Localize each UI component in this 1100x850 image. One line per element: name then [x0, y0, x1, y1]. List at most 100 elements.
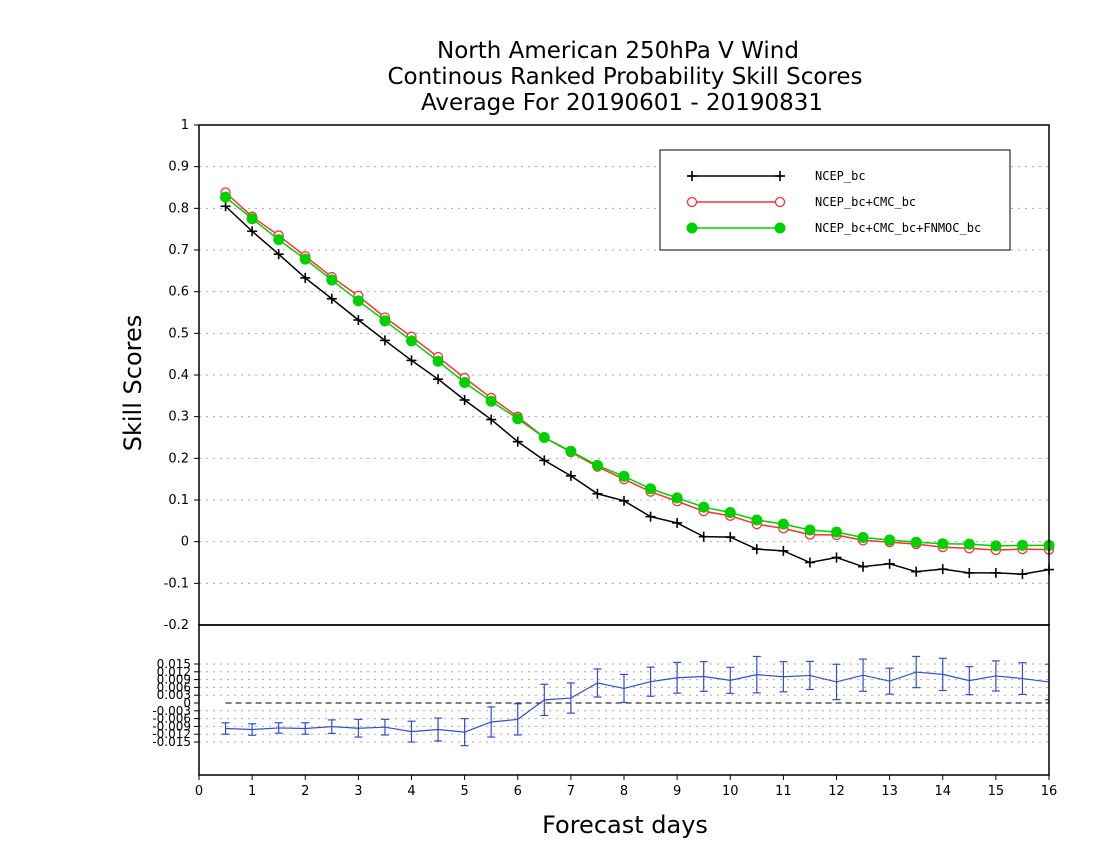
data-point-ncep-bc	[486, 414, 497, 425]
data-point-ncep-bc	[353, 315, 364, 325]
error-bar	[912, 655, 921, 689]
error-bar	[274, 722, 283, 734]
error-bar	[513, 703, 522, 736]
error-bar	[593, 668, 602, 698]
data-point-ncep-bc-cmc-bc-fnmoc-bc	[565, 445, 577, 457]
legend-label: NCEP_bc+CMC_bc+FNMOC_bc	[815, 221, 981, 235]
error-bar	[487, 706, 496, 738]
x-tick-label: 9	[673, 784, 681, 799]
diff-y-tick-label: 0.015	[157, 657, 191, 671]
x-tick-label: 3	[354, 784, 362, 799]
data-point-ncep-bc	[539, 455, 550, 466]
main-y-tick-label: 0.1	[168, 493, 189, 508]
error-bar	[673, 661, 682, 694]
data-point-ncep-bc-cmc-bc-fnmoc-bc	[379, 315, 391, 327]
error-bar	[1045, 663, 1049, 701]
y-axis-title: Skill Scores	[119, 315, 147, 452]
data-point-ncep-bc	[565, 470, 576, 481]
data-point-ncep-bc-cmc-bc-fnmoc-bc	[273, 234, 285, 246]
x-tick-label: 0	[195, 784, 203, 799]
data-point-ncep-bc	[1017, 569, 1028, 580]
data-point-ncep-bc	[326, 293, 337, 304]
data-point-ncep-bc-cmc-bc-fnmoc-bc	[432, 355, 444, 367]
data-point-ncep-bc	[698, 531, 709, 542]
main-y-tick-labels: -0.1 0 0.1 0.2 0.3 0.4 0.5 0.6 0.7 0.8 0.9 1 -0.2	[164, 118, 189, 633]
x-axis-title: Forecast days	[542, 811, 708, 839]
x-tick-label: 4	[407, 784, 415, 799]
error-bar	[407, 720, 416, 743]
main-y-tick-label: 0.7	[168, 243, 189, 258]
data-point-ncep-bc	[964, 567, 975, 578]
data-point-ncep-bc	[990, 567, 1001, 578]
diff-y-tick-label: 0.012	[157, 665, 191, 679]
legend-marker-start	[686, 196, 698, 208]
legend-entry-ncep-bc-cmc-bc: NCEP_bc+CMC_bc	[686, 195, 916, 209]
main-y-tick-label: 0.8	[168, 201, 189, 216]
series-ncep-bc-cmc-bc-fnmoc-bc	[220, 191, 1055, 552]
diff-y-tick-label: 0.006	[157, 680, 191, 694]
data-point-ncep-bc-cmc-bc-fnmoc-bc	[618, 470, 630, 482]
diff-y-tick-label: -0.015	[152, 735, 191, 749]
data-point-ncep-bc	[778, 545, 789, 556]
legend-marker-end	[775, 171, 785, 181]
data-point-ncep-bc-cmc-bc-fnmoc-bc	[884, 534, 896, 546]
x-tick-label: 7	[567, 784, 575, 799]
main-y-tick-label: 0.6	[168, 285, 189, 300]
error-bar	[726, 666, 735, 694]
main-y-tick-label: 0.3	[168, 410, 189, 425]
data-point-ncep-bc-cmc-bc-fnmoc-bc	[485, 395, 497, 407]
data-point-ncep-bc-cmc-bc-fnmoc-bc	[512, 413, 524, 425]
main-y-tick-label: 0.4	[168, 368, 189, 383]
main-y-tick-label: 0	[181, 535, 189, 550]
error-bar	[779, 661, 788, 693]
x-tick-label: 6	[514, 784, 522, 799]
diff-y-tick-label: 0	[183, 696, 191, 710]
data-point-ncep-bc	[512, 436, 523, 447]
error-bar	[991, 660, 1000, 692]
data-point-ncep-bc	[645, 511, 656, 522]
diff-y-tick-labels: -0.015-0.012-0.009-0.006-0.00300.0030.00…	[152, 657, 191, 749]
x-tick-label: 11	[775, 784, 792, 799]
x-tick-label: 13	[881, 784, 898, 799]
data-point-ncep-bc-cmc-bc-fnmoc-bc	[645, 483, 657, 495]
error-bar	[301, 722, 310, 735]
data-point-ncep-bc	[406, 355, 417, 366]
data-point-ncep-bc-cmc-bc-fnmoc-bc	[326, 274, 338, 286]
main-panel-series	[220, 187, 1055, 580]
data-point-ncep-bc-cmc-bc-fnmoc-bc	[220, 191, 232, 203]
legend-marker-end	[774, 196, 786, 208]
error-bar	[965, 665, 974, 696]
title-line-1: North American 250hPa V Wind	[437, 38, 799, 64]
diff-y-tick-label: -0.003	[152, 704, 191, 718]
legend: NCEP_bc NCEP_bc+CMC_bc NCEP_bc+CMC_bc+FNMO…	[659, 149, 1011, 251]
error-bar	[248, 723, 257, 736]
data-point-ncep-bc-cmc-bc-fnmoc-bc	[246, 213, 258, 225]
data-point-ncep-bc	[751, 544, 762, 555]
series-line-ncep-bc	[225, 205, 1050, 575]
error-bar	[859, 658, 868, 692]
data-point-ncep-bc-cmc-bc-fnmoc-bc	[831, 526, 842, 538]
data-point-ncep-bc-cmc-bc-fnmoc-bc	[751, 514, 763, 526]
data-point-ncep-bc	[379, 335, 390, 346]
legend-marker-end	[774, 222, 786, 234]
data-point-ncep-bc-cmc-bc-fnmoc-bc	[406, 335, 417, 347]
error-bar	[460, 717, 469, 747]
data-point-ncep-bc	[592, 488, 603, 499]
x-tick-labels: 0 1 2 3 4 5 6 7 8 9 10 11 12 13 14 15 16	[195, 775, 1057, 799]
diff-y-tick-label: 0.009	[157, 673, 191, 687]
data-point-ncep-bc-cmc-bc-fnmoc-bc	[990, 540, 1002, 552]
main-y-tick-label: 0.2	[168, 451, 189, 466]
main-y-tick-label: 1	[181, 118, 189, 133]
legend-marker-start	[686, 222, 698, 234]
x-tick-label: 2	[301, 784, 309, 799]
title-line-3: Average For 20190601 - 20190831	[421, 90, 823, 116]
difference-line	[225, 671, 1049, 733]
diff-panel-series	[221, 655, 1049, 747]
diff-y-tick-label: -0.012	[152, 727, 191, 741]
diff-y-tick-label: 0.003	[157, 688, 191, 702]
data-point-ncep-bc-cmc-bc-fnmoc-bc	[299, 253, 311, 265]
error-bar	[221, 722, 230, 735]
diff-panel-gridlines	[194, 663, 1049, 743]
data-point-ncep-bc	[725, 532, 736, 543]
